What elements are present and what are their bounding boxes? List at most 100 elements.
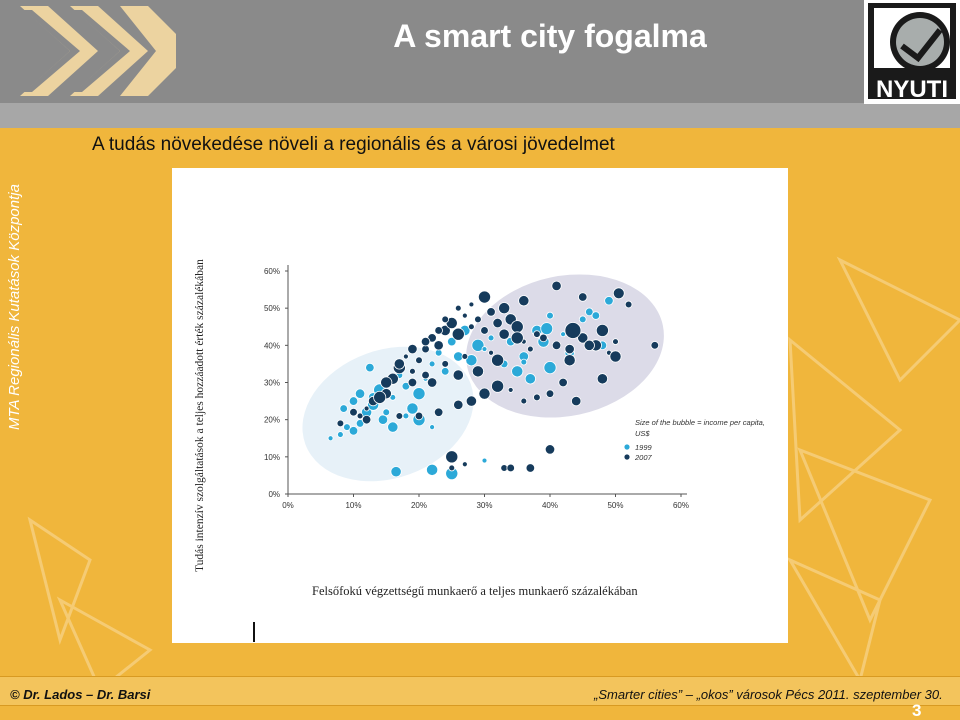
legend-marker-2007 bbox=[624, 454, 630, 460]
data-point-1999 bbox=[343, 423, 351, 431]
data-point-2007 bbox=[407, 377, 418, 388]
data-point-2007 bbox=[421, 344, 430, 354]
y-tick-label: 60% bbox=[264, 267, 280, 276]
data-point-1999 bbox=[387, 421, 399, 433]
cluster-ellipse-high bbox=[466, 274, 664, 418]
data-point-2007 bbox=[491, 353, 505, 367]
footer-event: „Smarter cities” – „okos” városok Pécs 2… bbox=[594, 687, 943, 702]
data-point-2007 bbox=[454, 304, 462, 312]
y-tick-label: 40% bbox=[264, 341, 280, 350]
y-tick-label: 0% bbox=[268, 490, 280, 499]
chart-panel bbox=[172, 168, 788, 643]
data-point-1999 bbox=[354, 388, 366, 399]
data-point-2007 bbox=[624, 300, 633, 309]
data-point-2007 bbox=[539, 333, 548, 343]
legend-note-line-2: US$ bbox=[635, 429, 650, 438]
data-point-2007 bbox=[468, 301, 475, 308]
data-point-1999 bbox=[428, 360, 436, 368]
x-tick-label: 20% bbox=[411, 501, 427, 510]
data-point-2007 bbox=[349, 407, 358, 417]
chart-x-axis-label: Felsőfokú végzettségű munkaerő a teljes … bbox=[312, 584, 638, 598]
data-point-2007 bbox=[448, 464, 456, 472]
data-point-2007 bbox=[465, 395, 477, 407]
data-point-1999 bbox=[540, 322, 554, 336]
data-point-2007 bbox=[612, 287, 625, 300]
data-point-2007 bbox=[393, 358, 405, 370]
data-point-2007 bbox=[506, 463, 515, 473]
data-point-1999 bbox=[481, 346, 488, 352]
data-point-2007 bbox=[558, 377, 568, 388]
data-point-2007 bbox=[421, 370, 430, 380]
data-point-2007 bbox=[609, 350, 622, 363]
data-point-1999 bbox=[406, 402, 419, 415]
data-point-1999 bbox=[339, 404, 348, 413]
slide-title: A smart city fogalma bbox=[393, 18, 707, 54]
data-point-1999 bbox=[546, 311, 554, 320]
data-point-2007 bbox=[363, 405, 370, 412]
data-point-2007 bbox=[445, 450, 459, 464]
data-point-1999 bbox=[390, 466, 402, 478]
data-point-2007 bbox=[545, 389, 555, 398]
data-point-2007 bbox=[441, 315, 450, 324]
data-point-1999 bbox=[447, 336, 457, 347]
data-point-2007 bbox=[414, 411, 424, 421]
data-point-2007 bbox=[434, 326, 443, 335]
data-point-1999 bbox=[511, 365, 524, 378]
legend-label-1999: 1999 bbox=[635, 443, 653, 452]
slide-subtitle: A tudás növekedése növeli a regionális é… bbox=[92, 134, 615, 155]
data-point-2007 bbox=[492, 317, 503, 329]
data-point-2007 bbox=[461, 312, 468, 319]
data-point-2007 bbox=[468, 323, 475, 331]
x-tick-label: 50% bbox=[607, 501, 623, 510]
x-tick-label: 40% bbox=[542, 501, 558, 510]
data-point-2007 bbox=[395, 412, 404, 420]
data-point-2007 bbox=[453, 399, 464, 410]
data-point-2007 bbox=[526, 345, 534, 353]
data-point-1999 bbox=[585, 307, 594, 317]
y-tick-label: 30% bbox=[264, 379, 280, 388]
data-point-1999 bbox=[440, 367, 450, 376]
data-point-2007 bbox=[510, 331, 524, 345]
data-point-2007 bbox=[510, 320, 524, 334]
data-point-1999 bbox=[520, 358, 528, 366]
data-point-2007 bbox=[433, 340, 444, 351]
data-point-2007 bbox=[564, 343, 575, 355]
data-point-1999 bbox=[524, 373, 536, 385]
data-point-1999 bbox=[412, 387, 426, 401]
y-tick-label: 20% bbox=[264, 416, 280, 425]
data-point-2007 bbox=[533, 393, 541, 402]
x-tick-label: 60% bbox=[673, 501, 689, 510]
data-point-2007 bbox=[563, 354, 576, 367]
x-tick-label: 0% bbox=[282, 501, 294, 510]
nyuti-logo-icon: NYUTI bbox=[864, 0, 960, 104]
legend-label-2007: 2007 bbox=[634, 453, 653, 462]
data-point-1999 bbox=[543, 361, 557, 375]
chart-axes: 0% 10% 20% 30% 40% 50% 60% 0% 10% 20% 30% 40% 50% 60% bbox=[264, 265, 689, 510]
footer-author: © Dr. Lados – Dr. Barsi bbox=[10, 687, 151, 702]
x-tick-label: 10% bbox=[345, 501, 361, 510]
data-point-2007 bbox=[478, 387, 491, 400]
data-point-2007 bbox=[426, 377, 438, 388]
text-cursor bbox=[253, 622, 255, 642]
data-point-2007 bbox=[533, 330, 541, 338]
data-point-2007 bbox=[498, 328, 510, 340]
data-point-2007 bbox=[491, 379, 505, 393]
data-point-1999 bbox=[348, 426, 359, 436]
data-point-2007 bbox=[356, 412, 364, 420]
data-point-2007 bbox=[441, 360, 450, 368]
data-point-2007 bbox=[596, 373, 609, 385]
data-point-2007 bbox=[551, 340, 562, 351]
data-point-1999 bbox=[481, 457, 488, 464]
header-band bbox=[0, 103, 960, 128]
data-point-1999 bbox=[591, 311, 601, 320]
data-point-2007 bbox=[488, 349, 494, 356]
data-point-1999 bbox=[337, 431, 344, 438]
data-point-1999 bbox=[365, 362, 375, 373]
data-point-2007 bbox=[409, 367, 416, 375]
data-point-1999 bbox=[429, 424, 436, 431]
data-point-2007 bbox=[402, 353, 409, 360]
legend-marker-1999 bbox=[624, 444, 630, 450]
data-point-2007 bbox=[583, 339, 595, 351]
data-point-2007 bbox=[433, 407, 444, 417]
